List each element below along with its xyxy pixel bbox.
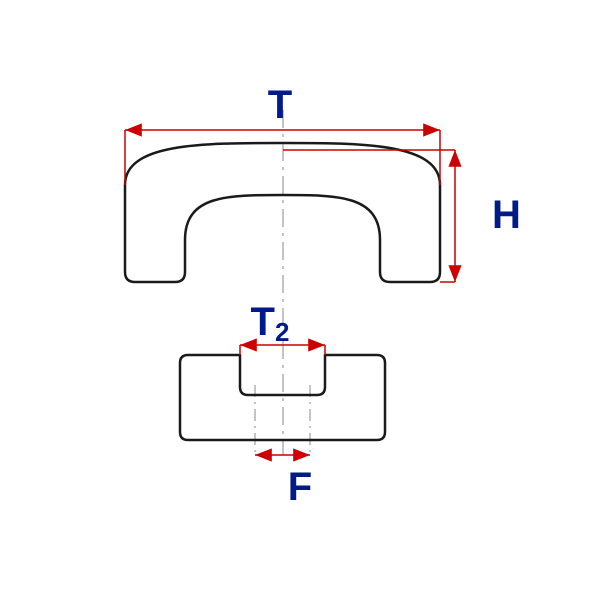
label-t: T: [268, 83, 292, 127]
label-h: H: [492, 193, 521, 237]
dimension-diagram: THT2F: [0, 0, 591, 591]
label-f: F: [288, 465, 312, 509]
